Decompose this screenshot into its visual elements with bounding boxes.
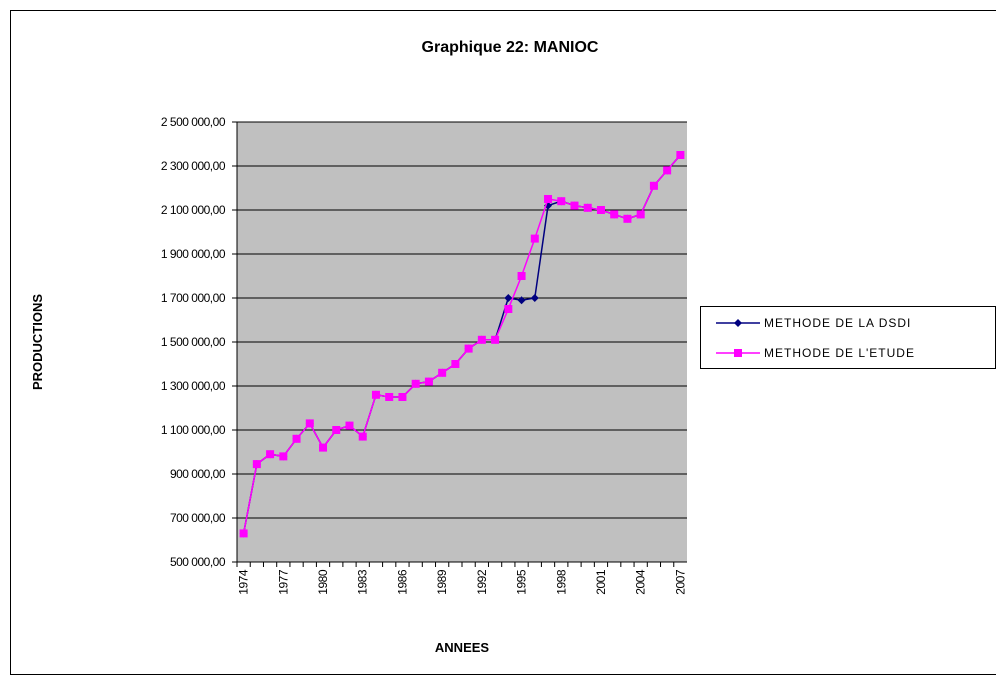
point <box>570 201 579 210</box>
y-axis-title: PRODUCTIONS <box>30 294 45 390</box>
y-tick-label: 900 000,00 <box>170 467 226 481</box>
point <box>530 234 539 243</box>
point <box>636 210 645 219</box>
point <box>279 452 288 461</box>
point <box>477 335 486 344</box>
legend-box <box>700 306 996 369</box>
point <box>491 335 500 344</box>
point <box>239 529 248 538</box>
x-tick-label: 1974 <box>237 569 251 595</box>
y-tick-label: 1 100 000,00 <box>161 423 226 437</box>
point <box>663 166 672 175</box>
point <box>557 197 566 206</box>
y-tick-label: 2 300 000,00 <box>161 159 226 173</box>
x-tick-label: 1977 <box>276 569 290 595</box>
legend-label: METHODE DE L'ETUDE <box>764 346 915 360</box>
point <box>332 426 341 434</box>
point <box>305 419 314 428</box>
point <box>385 393 394 401</box>
chart-title: Graphique 22: MANIOC <box>422 39 599 56</box>
point <box>649 181 658 190</box>
point <box>424 377 433 386</box>
point <box>319 443 328 452</box>
point <box>411 379 420 388</box>
series-line <box>242 154 681 534</box>
point <box>371 390 380 399</box>
point <box>517 272 526 280</box>
x-tick-label: 2007 <box>673 569 687 595</box>
x-tick-label: 1983 <box>356 569 370 595</box>
point <box>398 393 407 401</box>
x-axis-title: ANNEES <box>435 640 490 655</box>
point <box>544 195 553 203</box>
y-tick-label: 1 700 000,00 <box>161 291 226 305</box>
point <box>252 460 261 469</box>
legend-label: METHODE DE LA DSDI <box>764 316 911 330</box>
legend-marker <box>734 349 742 357</box>
legend-marker <box>734 319 742 327</box>
x-tick-label: 1995 <box>515 569 529 595</box>
x-tick-label: 1986 <box>395 569 409 595</box>
x-tick-label: 1992 <box>475 569 489 595</box>
y-tick-label: 2 500 000,00 <box>161 115 226 129</box>
point <box>676 151 685 159</box>
point <box>504 305 513 313</box>
point <box>451 360 460 368</box>
y-tick-label: 700 000,00 <box>170 511 226 525</box>
point <box>438 368 447 377</box>
point <box>517 296 526 305</box>
point <box>464 344 473 353</box>
x-tick-label: 1980 <box>316 569 330 595</box>
y-tick-label: 500 000,00 <box>170 555 226 569</box>
y-tick-label: 1 900 000,00 <box>161 247 226 261</box>
x-tick-label: 1989 <box>435 569 449 595</box>
point <box>266 450 275 459</box>
point <box>358 432 367 441</box>
point <box>504 294 513 302</box>
point <box>583 203 592 212</box>
x-tick-label: 2004 <box>634 569 648 595</box>
y-tick-label: 1 300 000,00 <box>161 379 226 393</box>
point <box>610 210 619 219</box>
y-tick-label: 1 500 000,00 <box>161 335 226 349</box>
point <box>623 214 632 223</box>
point <box>345 421 354 430</box>
point <box>292 434 301 443</box>
x-tick-label: 2001 <box>594 569 608 595</box>
point <box>596 206 605 214</box>
x-tick-label: 1998 <box>554 569 568 595</box>
point <box>530 294 539 302</box>
y-tick-label: 2 100 000,00 <box>161 203 226 217</box>
